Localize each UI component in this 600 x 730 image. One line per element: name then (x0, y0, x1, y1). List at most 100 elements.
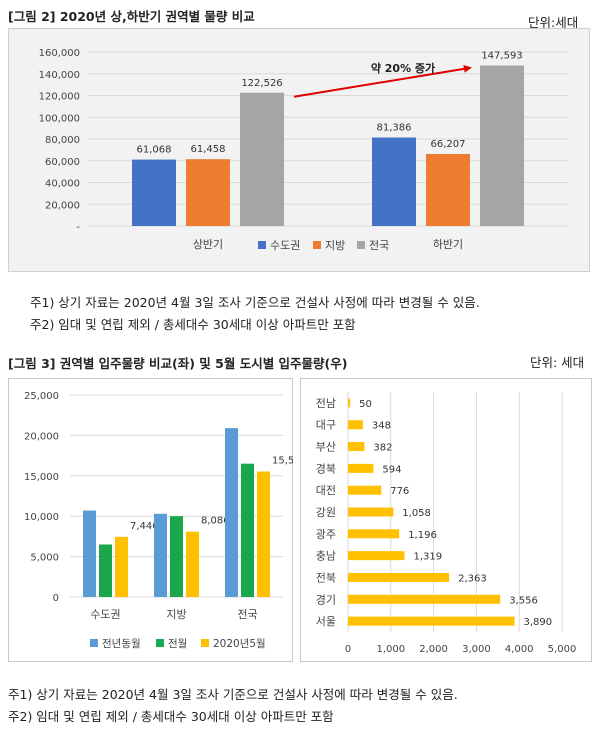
legend-swatch (258, 241, 266, 249)
y-tick-label: 광주 (316, 528, 336, 541)
figure3-left-chart: 0 5,000 10,000 15,000 20,000 25,000 7,446 수도권 8,… (24, 391, 293, 650)
figure3-note-2: 주2) 임대 및 연립 제외 / 총세대수 30세대 이상 아파트만 포함 (8, 709, 334, 724)
y-tick-label: 5,000 (30, 553, 59, 564)
data-label: 1,058 (402, 508, 431, 519)
bar (348, 551, 405, 561)
y-tick-label: 20,000 (45, 200, 80, 211)
y-tick-label: 15,000 (24, 472, 59, 483)
bar (99, 544, 112, 597)
legend-swatch (156, 639, 164, 647)
data-label: 66,207 (431, 139, 466, 150)
y-tick-label: 140,000 (39, 70, 80, 81)
data-label: 7,446 (130, 521, 159, 532)
bar (348, 507, 394, 517)
legend-label: 전국 (369, 239, 389, 252)
y-tick-label: 경북 (316, 462, 336, 475)
bar (348, 463, 374, 473)
bar (348, 442, 365, 452)
bar (348, 572, 450, 582)
data-label: 8,086 (201, 516, 230, 527)
x-tick-label: 2,000 (419, 644, 448, 655)
x-tick-label: 수도권 (90, 608, 120, 621)
y-tick-label: 대구 (316, 419, 336, 432)
bar (348, 420, 363, 430)
figure2-title: [그림 2] 2020년 상,하반기 권역별 물량 비교 (8, 9, 255, 24)
legend-label: 전년동월 (102, 638, 141, 650)
bar (348, 398, 351, 408)
y-tick-label: 경기 (316, 593, 336, 606)
figure2-unit: 단위:세대 (528, 15, 579, 30)
figure2-note-2: 주2) 임대 및 연립 제외 / 총세대수 30세대 이상 아파트만 포함 (30, 317, 356, 332)
data-label: 594 (382, 464, 401, 475)
bar (257, 471, 270, 597)
figure2-note-1: 주1) 상기 자료는 2020년 4월 3일 조사 기준으로 건설사 사정에 따… (30, 295, 480, 310)
data-label: 3,890 (523, 617, 552, 628)
data-label: 61,458 (191, 144, 226, 155)
y-tick-label: 충남 (316, 550, 336, 563)
bar (348, 485, 382, 495)
y-tick-label: 부산 (316, 441, 336, 454)
bar (154, 513, 167, 597)
bar (170, 516, 183, 597)
bar (240, 92, 284, 226)
bar (348, 594, 501, 604)
data-label: 776 (390, 486, 409, 497)
x-tick-label: 4,000 (505, 644, 534, 655)
legend-swatch (357, 241, 365, 249)
y-tick-label: 60,000 (45, 157, 80, 168)
bar (348, 529, 400, 539)
y-tick-label: 대전 (316, 484, 336, 497)
bar (480, 65, 524, 226)
bar (186, 159, 230, 226)
data-label: 50 (359, 399, 372, 410)
y-tick-label: 0 (53, 593, 59, 604)
legend-label: 2020년5월 (213, 638, 266, 650)
y-tick-label: 120,000 (39, 92, 80, 103)
y-tick-label: 80,000 (45, 135, 80, 146)
data-label: 2,363 (458, 573, 487, 584)
bar (241, 463, 254, 597)
x-tick-label: 지방 (166, 608, 186, 621)
legend-label: 수도권 (270, 239, 300, 252)
data-label: 3,556 (509, 595, 538, 606)
y-tick-label: 전남 (316, 397, 336, 410)
data-label: 122,526 (241, 78, 282, 89)
bar (186, 531, 199, 597)
legend-swatch (313, 241, 321, 249)
y-tick-label: 40,000 (45, 179, 80, 190)
data-label: 1,196 (408, 530, 437, 541)
annotation-arrow-line (293, 67, 467, 98)
figure3-unit: 단위: 세대 (530, 355, 585, 370)
legend-label: 지방 (325, 239, 345, 252)
data-label: 15,532 (272, 456, 293, 467)
y-tick-label: 25,000 (24, 391, 59, 402)
data-label: 81,386 (377, 122, 412, 133)
x-tick-label: 0 (345, 644, 351, 655)
bar (115, 536, 128, 597)
y-tick-label: 서울 (316, 615, 336, 628)
y-tick-label: 10,000 (24, 512, 59, 523)
x-tick-label: 하반기 (433, 237, 463, 251)
figure3-right-chart: 0 1,000 2,000 3,000 4,000 5,000 50 전남 348 대구 382 부산… (316, 392, 577, 655)
figure3-title: [그림 3] 권역별 입주물량 비교(좌) 및 5월 도시별 입주물량(우) (8, 356, 348, 371)
y-tick-label: 강원 (316, 506, 336, 519)
legend-swatch (201, 639, 209, 647)
data-label: 61,068 (137, 145, 172, 156)
legend-swatch (90, 639, 98, 647)
x-tick-label: 상반기 (193, 238, 223, 251)
x-tick-label: 5,000 (548, 644, 577, 655)
x-tick-label: 전국 (237, 608, 257, 621)
y-tick-label: - (76, 222, 80, 233)
annotation-label: 약 20% 증가 (371, 61, 435, 75)
bar (83, 510, 96, 597)
data-label: 1,319 (413, 552, 442, 563)
data-label: 348 (372, 421, 391, 432)
annotation-arrowhead (463, 64, 472, 73)
data-label: 382 (373, 443, 392, 454)
y-tick-label: 전북 (316, 571, 336, 584)
data-label: 147,593 (481, 50, 522, 61)
bar (225, 428, 238, 597)
y-tick-label: 20,000 (24, 431, 59, 442)
y-tick-label: 160,000 (39, 48, 80, 59)
bar (132, 159, 176, 226)
